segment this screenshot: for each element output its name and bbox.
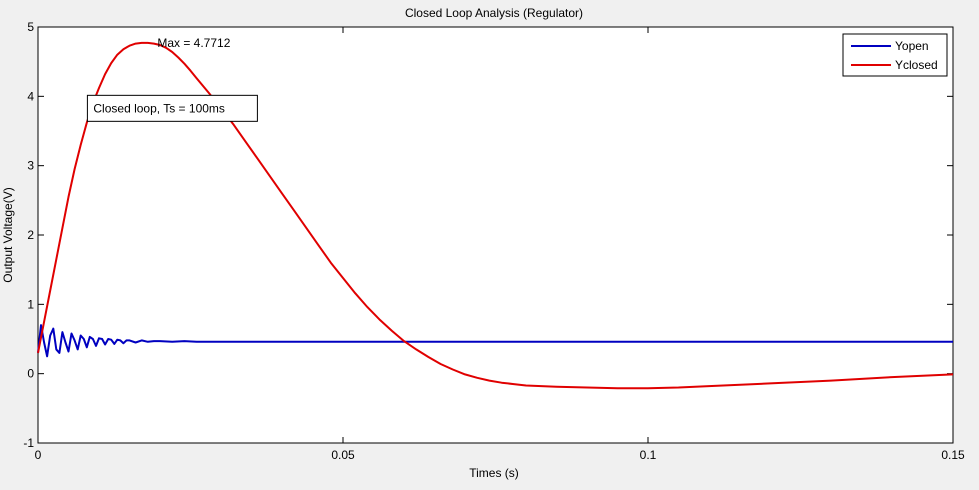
annotations: Max = 4.7712 Closed loop, Ts = 100ms (86, 36, 258, 122)
legend-label-yopen: Yopen (895, 39, 929, 53)
chart-title: Closed Loop Analysis (Regulator) (405, 6, 583, 20)
x-tick-label: 0.15 (941, 448, 965, 462)
series-lines (37, 41, 954, 390)
y-tick-label: 4 (27, 89, 34, 103)
series-line-yopen (37, 324, 953, 358)
y-tick-label: 3 (27, 159, 34, 173)
legend-label-yclosed: Yclosed (895, 58, 938, 72)
annotation-box (86, 94, 258, 122)
legend-box (842, 33, 948, 77)
annotation-max: Max = 4.7712 (157, 36, 230, 50)
y-tick-label: 1 (27, 297, 34, 311)
x-tick-label: 0.1 (640, 448, 657, 462)
y-tick-label: 2 (27, 228, 34, 242)
x-axis-label: Times (s) (469, 466, 519, 480)
y-axis-label: Output Voltage(V) (1, 187, 15, 282)
annotation-ts: Closed loop, Ts = 100ms (93, 101, 225, 115)
legend: Yopen Yclosed (842, 33, 948, 77)
y-tick-label: 5 (27, 20, 34, 34)
series-line-yclosed (37, 41, 954, 390)
y-tick-label: -1 (23, 436, 34, 450)
x-tick-label: 0.05 (331, 448, 355, 462)
y-tick-label: 0 (27, 367, 34, 381)
x-tick-label: 0 (35, 448, 42, 462)
